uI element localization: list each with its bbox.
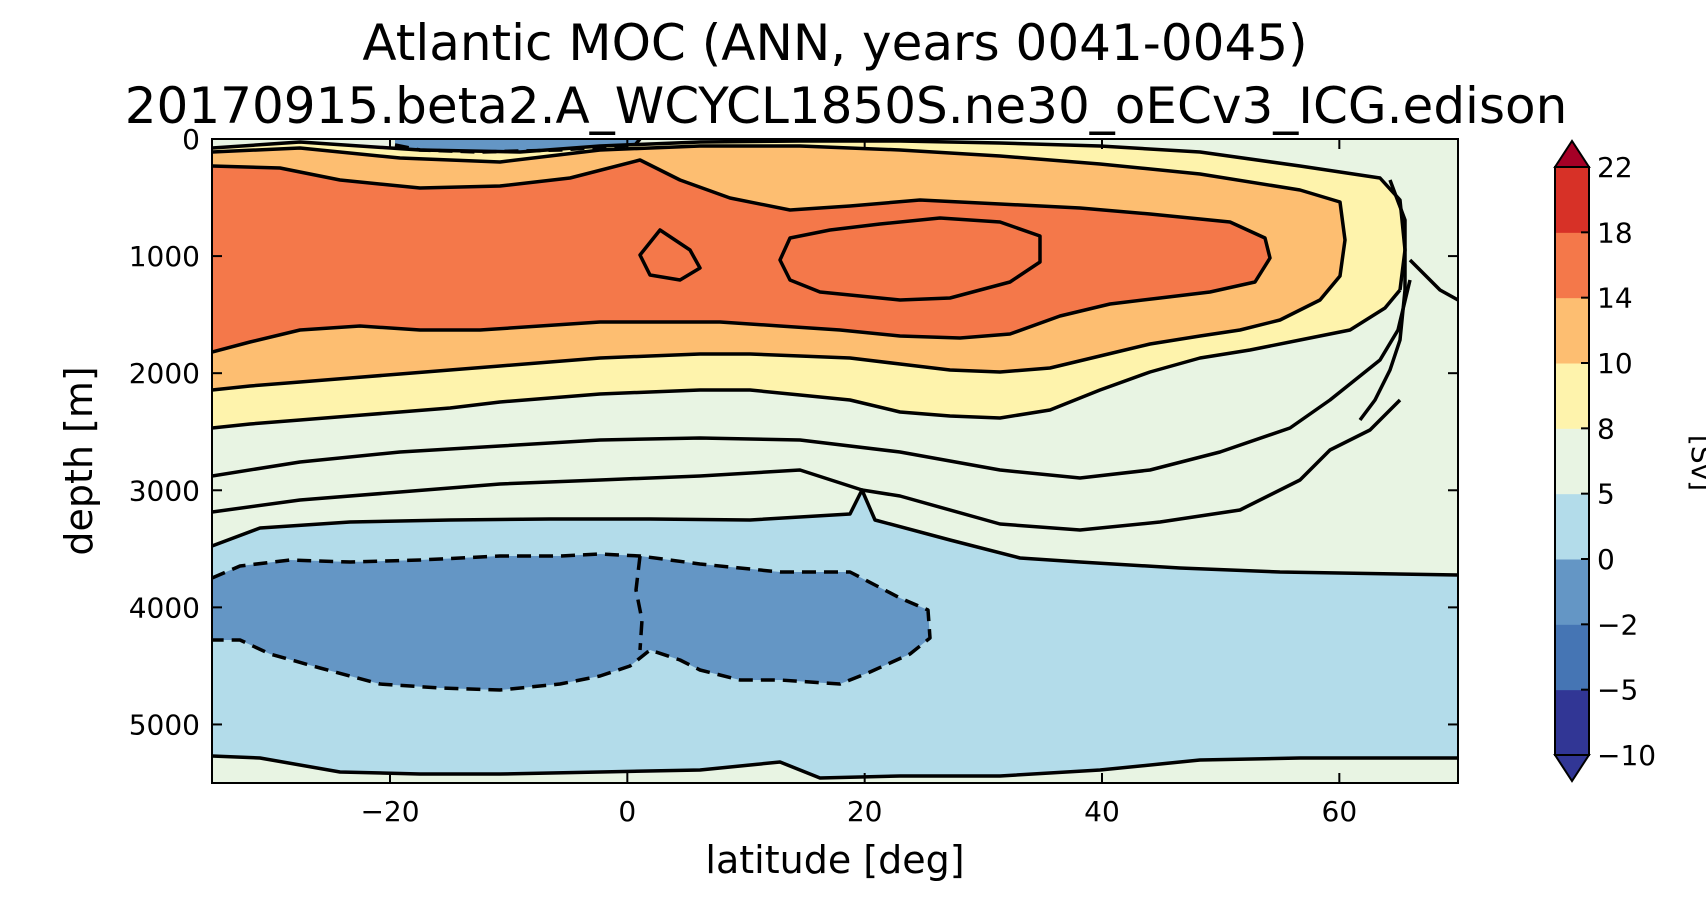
colorbar-tick-label: −5 [1597,674,1638,707]
contour-lines [212,139,1458,780]
colorbar-tick-label: 10 [1597,347,1633,380]
colorbar-segment [1555,428,1589,495]
colorbar-extend-over [1553,139,1591,168]
contour-line-dashed [634,555,644,651]
colorbar-segment [1555,297,1589,364]
contour-line-solid [212,279,1412,480]
contour-line-dashed [212,552,932,692]
x-tick-label: 60 [1322,795,1358,828]
contour-line-solid [212,398,1402,532]
colorbar-tick-label: 22 [1597,151,1633,184]
colorbar-segment [1555,559,1589,625]
colorbar-segment [1555,167,1589,233]
x-tick-label: 20 [847,795,883,828]
contour-line-solid [212,158,1272,354]
y-tick-label: 5000 [129,708,200,741]
y-tick-label: 2000 [129,357,200,390]
y-tick-label: 4000 [129,591,200,624]
contour-line-solid [212,288,1402,430]
colorbar-extend-under [1553,754,1591,783]
colorbar-segment [1555,624,1589,691]
contour-line-solid [212,754,1458,780]
colorbar-tick-label: −10 [1597,739,1656,772]
colorbar-segment [1555,689,1589,756]
region-abyssal-core [212,554,930,690]
contour-line-solid [212,144,1347,392]
y-tick-label: 1000 [129,240,200,273]
plot-area [212,139,1458,783]
colorbar-tick-label: 14 [1597,282,1633,315]
colorbar-tick-label: 5 [1597,478,1615,511]
colorbar-frame [1554,166,1590,756]
colorbar: −10 −5 −2 0 5 8 10 14 18 22 [1553,139,1656,783]
y-axis-label: depth [m] [57,366,101,555]
x-axis: −20 0 20 40 60 [360,139,1357,828]
contour-line-solid [1358,179,1407,422]
region-main-overturning-cell [212,160,1270,352]
chart-subtitle: 20170915.beta2.A_WCYCL1850S.ne30_oECv3_I… [125,77,1568,135]
y-axis: 0 1000 2000 3000 4000 5000 [129,123,1458,741]
colorbar-tick-label: 8 [1597,412,1615,445]
contour-line-dashed [394,139,642,154]
colorbar-tick-label: 18 [1597,216,1633,249]
x-axis-label: latitude [deg] [705,838,964,882]
colorbar-label: [Sv] [1685,435,1706,491]
colorbar-tick-label: 0 [1597,543,1615,576]
contour-line-solid [1408,258,1458,302]
plot-frame [211,138,1459,784]
colorbar-tick-label: −2 [1597,608,1638,641]
colorbar-segment [1555,232,1589,299]
x-tick-label: 0 [618,795,636,828]
y-tick-label: 0 [182,123,200,156]
colorbar-segment [1555,493,1589,560]
colorbar-segment [1555,363,1589,429]
y-tick-label: 3000 [129,474,200,507]
x-tick-label: 40 [1084,795,1120,828]
chart-title: Atlantic MOC (ANN, years 0041-0045) [362,14,1307,72]
contour-line-solid [778,216,1042,302]
contour-line-solid [212,488,1458,577]
contour-line-solid [638,228,702,282]
x-tick-label: −20 [360,795,419,828]
